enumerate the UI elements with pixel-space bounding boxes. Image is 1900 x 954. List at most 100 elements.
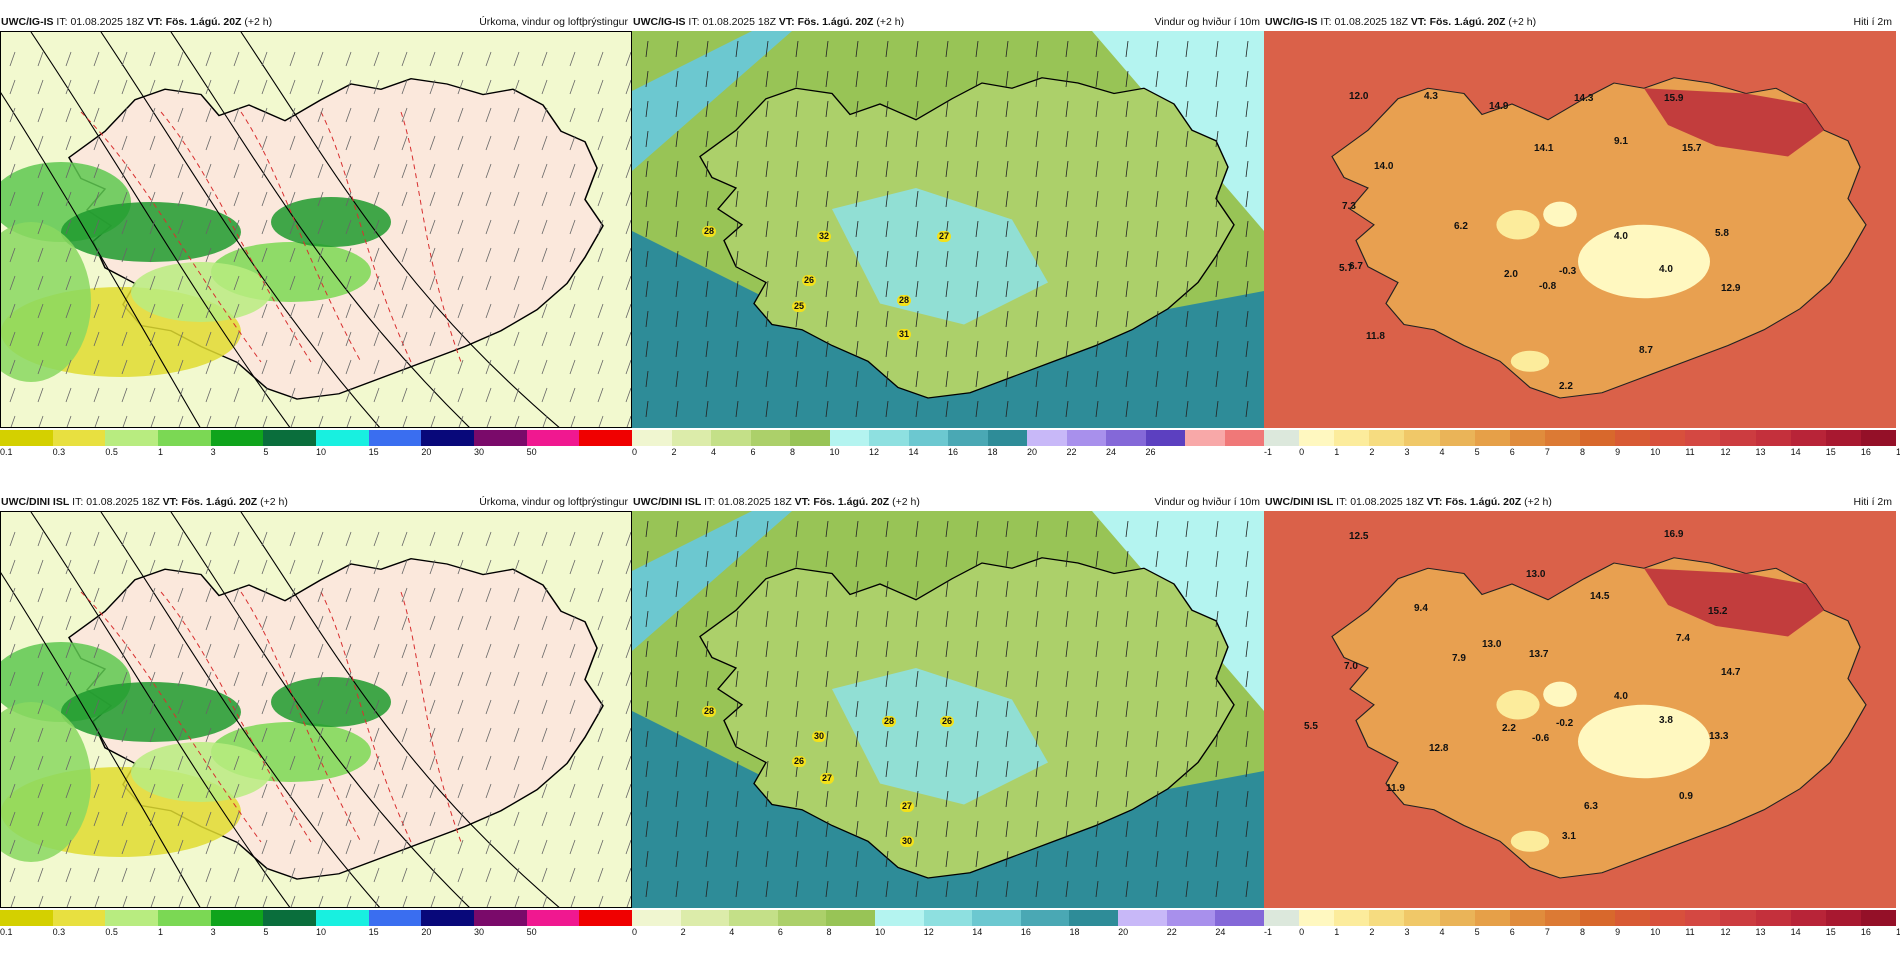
wind-barb xyxy=(65,163,72,179)
wind-arrow xyxy=(1125,820,1129,838)
wind-arrow xyxy=(1095,160,1099,178)
wind-barb xyxy=(513,79,520,95)
wind-barb xyxy=(122,415,128,427)
wind-barb xyxy=(625,615,631,631)
wind-barb xyxy=(457,275,464,291)
colorbar-swatch xyxy=(1020,910,1070,926)
wind-barb xyxy=(93,867,100,883)
wind-barb xyxy=(121,107,128,123)
wind-arrow xyxy=(735,160,739,178)
wind-arrow xyxy=(1005,100,1009,118)
colorbar-swatch xyxy=(1369,430,1405,446)
wind-arrow xyxy=(645,670,649,688)
wind-arrow xyxy=(1035,250,1039,268)
wind-arrow xyxy=(1185,640,1189,658)
wind-arrow xyxy=(1245,370,1249,388)
panel-wind-row2: UWC/DINI ISL IT: 01.08.2025 18Z VT: Fös.… xyxy=(632,494,1264,954)
wind-arrow xyxy=(765,250,769,268)
colorbar-swatch xyxy=(0,910,53,926)
wind-arrow xyxy=(1065,850,1069,868)
wind-arrow xyxy=(705,760,709,778)
wind-arrow xyxy=(645,640,649,658)
wind-arrow xyxy=(795,370,799,388)
wind-barb xyxy=(597,107,604,123)
wind-barb xyxy=(65,587,72,603)
wind-barb xyxy=(261,191,268,207)
wind-arrow xyxy=(1125,670,1129,688)
temperature-label: 15.7 xyxy=(1682,143,1702,154)
wind-arrow xyxy=(1215,400,1219,418)
wind-barb xyxy=(149,531,156,547)
wind-barb xyxy=(541,811,548,827)
wind-barb xyxy=(121,247,128,263)
wind-barb xyxy=(401,359,408,375)
wind-barb xyxy=(205,331,212,347)
wind-arrow xyxy=(1215,130,1219,148)
isobar-line xyxy=(30,32,291,427)
wind-barb xyxy=(121,559,128,575)
wind-barb xyxy=(345,615,352,631)
wind-arrow xyxy=(975,700,979,718)
wind-barb xyxy=(317,163,324,179)
wind-barb xyxy=(318,895,324,907)
wind-barb xyxy=(345,867,352,883)
wind-barb xyxy=(597,839,604,855)
wind-barb xyxy=(429,331,436,347)
wind-barb xyxy=(37,191,44,207)
wind-barb xyxy=(569,135,576,151)
colorbar-swatch xyxy=(579,430,633,446)
wind-arrow xyxy=(1185,700,1189,718)
colorbar-tick-label: 0 xyxy=(632,447,638,457)
wind-arrow xyxy=(1005,130,1009,148)
wind-arrow xyxy=(1155,220,1159,238)
wind-barb xyxy=(457,867,464,883)
wind-arrow xyxy=(735,790,739,808)
colorbar-swatch xyxy=(671,430,711,446)
temperature-label: 12.5 xyxy=(1349,531,1369,542)
colorbar-swatch xyxy=(158,910,211,926)
temperature-contour xyxy=(160,111,312,363)
wind-barb xyxy=(485,531,492,547)
wind-arrow xyxy=(675,850,679,868)
wind-barb xyxy=(597,51,604,67)
wind-ticks: 0 2 4 6 8 10 12 14 16 18 20 22 24 26 xyxy=(632,447,1264,459)
wind-arrow xyxy=(975,340,979,358)
isobar-line xyxy=(1,92,201,427)
wind-barb xyxy=(457,79,464,95)
wind-arrow xyxy=(1065,550,1069,568)
wind-arrow xyxy=(795,340,799,358)
temperature-label: 4.0 xyxy=(1659,264,1673,275)
wind-barb xyxy=(261,699,268,715)
wind-arrow xyxy=(1005,400,1009,418)
wind-barb xyxy=(345,755,352,771)
wind-arrow xyxy=(675,310,679,328)
wind-barb xyxy=(626,895,631,907)
colorbar-tick-label: 8 xyxy=(1580,927,1586,937)
wind-arrow xyxy=(1215,700,1219,718)
wind-barb xyxy=(205,643,212,659)
model-name: UWC/DINI ISL xyxy=(633,496,702,508)
wind-arrow xyxy=(735,400,739,418)
wind-arrow xyxy=(885,550,889,568)
wind-arrow xyxy=(1185,190,1189,208)
wind-barb xyxy=(121,191,128,207)
wind-arrow xyxy=(735,610,739,628)
wind-arrow xyxy=(825,100,829,118)
wind-barb xyxy=(233,643,240,659)
wind-barb xyxy=(317,79,324,95)
wind-barb xyxy=(65,559,72,575)
wind-barb xyxy=(597,811,604,827)
wind-arrow xyxy=(1065,250,1069,268)
wind-arrow xyxy=(705,790,709,808)
gust-label: 27 xyxy=(820,773,835,784)
wind-barb xyxy=(94,415,100,427)
wind-arrow xyxy=(1065,220,1069,238)
temperature-label: 13.3 xyxy=(1709,731,1729,742)
wind-arrow xyxy=(885,250,889,268)
wind-barb xyxy=(261,811,268,827)
temperature-label: 3.8 xyxy=(1659,715,1673,726)
wind-arrow xyxy=(825,400,829,418)
wind-barb xyxy=(373,387,380,403)
wind-barb xyxy=(373,587,380,603)
colorbar-swatch xyxy=(1118,910,1167,926)
